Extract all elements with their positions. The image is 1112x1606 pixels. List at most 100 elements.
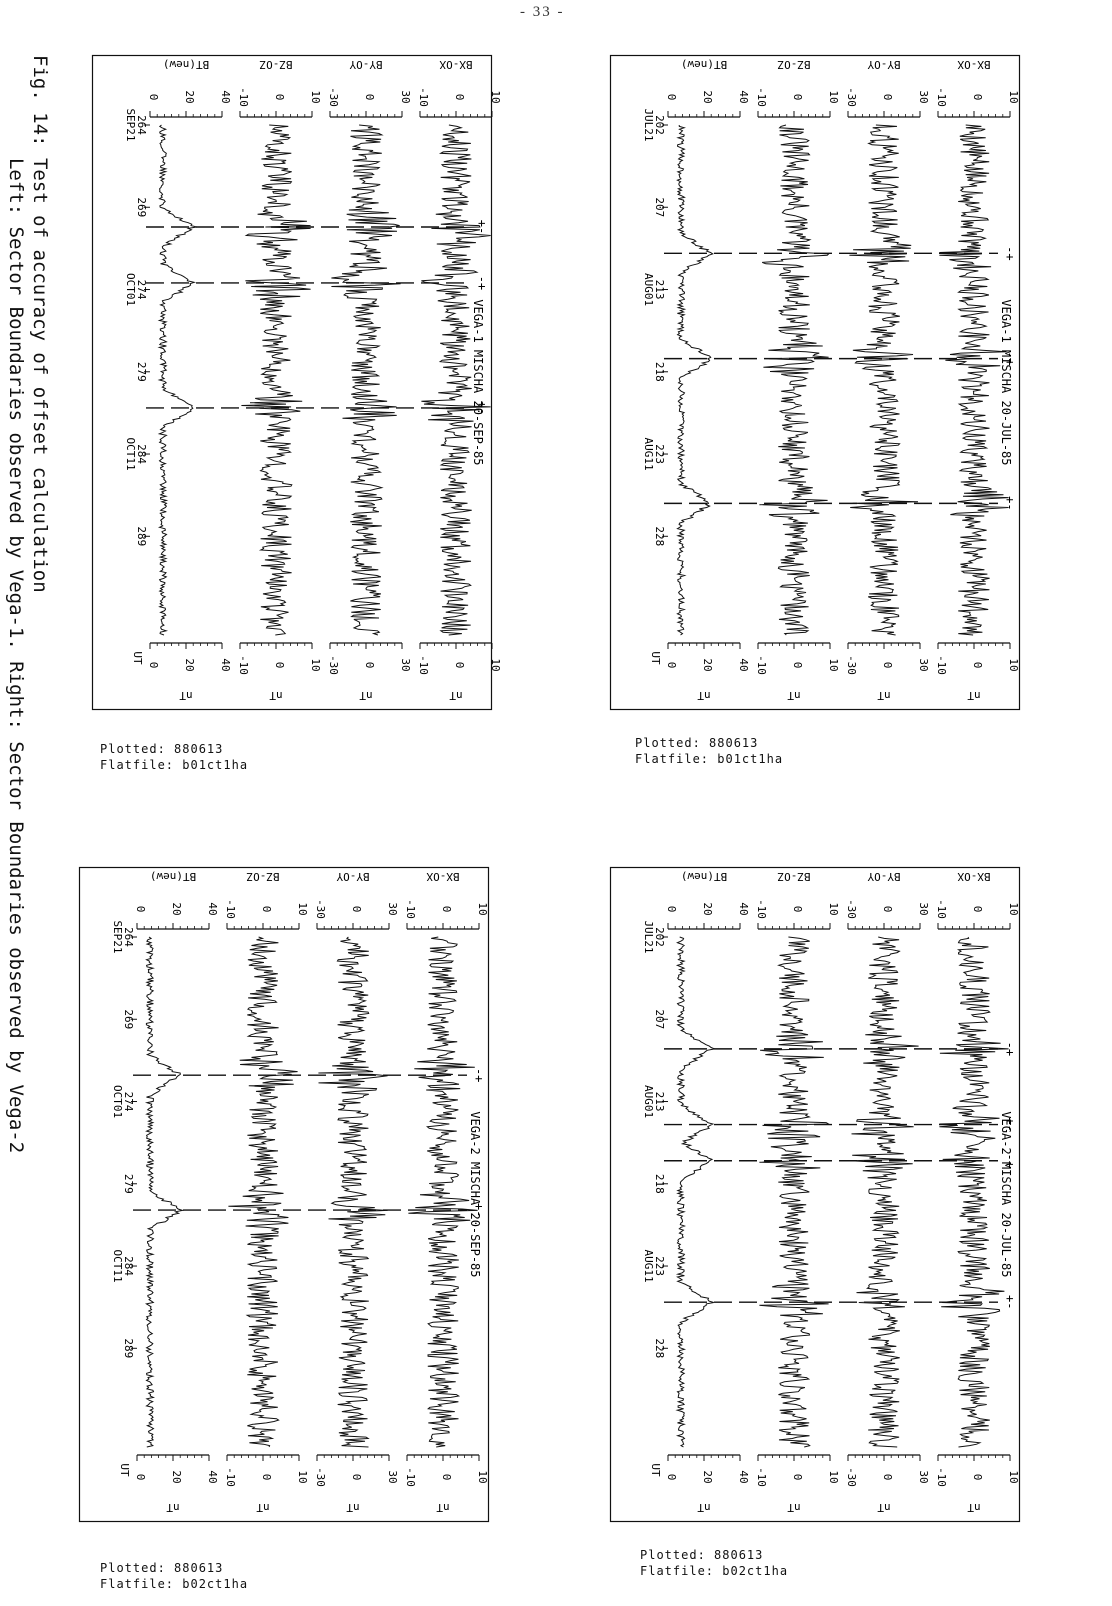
value-tick-label: 0 <box>971 1474 984 1481</box>
panel-title: VEGA-1 MISCHA 20-SEP-85 <box>471 299 485 465</box>
value-tick-label: -10 <box>417 87 430 107</box>
boundary-sign: -+ <box>1003 246 1017 260</box>
series-line-byoy <box>849 124 919 636</box>
strip-label: BZ-OZ <box>777 870 810 883</box>
value-tick-label: 20 <box>170 902 183 915</box>
value-tick-label: 10 <box>827 902 840 915</box>
panel-vega2-sep-plot: 264SEP21 269 274OCT01 279 284OCT11 289 UT BT(ne… <box>78 866 490 1523</box>
value-tick-label: 30 <box>917 902 930 915</box>
value-tick-label: 10 <box>827 658 840 671</box>
time-tick-label: 228 <box>653 1338 666 1358</box>
boundary-sign: -+ <box>472 1068 486 1082</box>
strip-unit: nT <box>346 1501 360 1514</box>
value-tick-label: 0 <box>665 1474 678 1481</box>
value-tick-label: 0 <box>881 906 894 913</box>
series-line-bzoz <box>241 124 311 636</box>
panel-vega2-jul-plot: 202JUL21 207 213AUG01 218 223AUG11 228 UT BT(ne… <box>609 866 1021 1523</box>
value-tick-label: 40 <box>737 902 750 915</box>
value-tick-label: 0 <box>791 662 804 669</box>
value-tick-label: 40 <box>219 90 232 103</box>
series-line-bzoz <box>759 936 831 1448</box>
value-tick-label: 10 <box>827 90 840 103</box>
panel-frame <box>609 866 1021 1523</box>
time-tick-label: 207 <box>653 1009 666 1029</box>
strip-label: BX-OX <box>439 58 472 71</box>
value-tick-label: -30 <box>845 899 858 919</box>
value-tick-label: 0 <box>453 662 466 669</box>
value-tick-label: -10 <box>935 899 948 919</box>
strip-label: BX-OX <box>957 58 990 71</box>
boundary-sign: -+ <box>475 276 489 290</box>
plotted-label: Plotted: 880613 <box>635 736 759 750</box>
boundary-sign: +- <box>1003 496 1017 510</box>
strip-unit: nT <box>697 689 711 702</box>
value-tick-label: 0 <box>791 906 804 913</box>
value-tick-label: 0 <box>971 906 984 913</box>
value-tick-label: 30 <box>399 658 412 671</box>
value-tick-label: 0 <box>665 906 678 913</box>
value-tick-label: 0 <box>881 662 894 669</box>
value-tick-label: 0 <box>665 662 678 669</box>
value-tick-label: 10 <box>1007 90 1020 103</box>
value-tick-label: 0 <box>363 94 376 101</box>
time-tick-label: 264SEP21 <box>124 108 148 141</box>
series-line-bxox <box>408 936 478 1448</box>
value-tick-label: 40 <box>737 658 750 671</box>
value-tick-label: -10 <box>224 1467 237 1487</box>
panel-frame <box>609 54 1021 711</box>
series-line-btnew <box>675 936 717 1448</box>
time-tick-label: 223AUG11 <box>642 437 666 470</box>
value-tick-label: 10 <box>1007 658 1020 671</box>
page-number: - 33 - <box>520 4 565 20</box>
value-tick-label: 40 <box>206 1470 219 1483</box>
panel-vega1-sep-footer: Plotted: 880613 Flatfile: b01ct1ha <box>100 741 248 773</box>
time-axis-label: UT <box>649 1463 662 1477</box>
strip-label: BX-OX <box>957 870 990 883</box>
panel-title: VEGA-2 MISCHA 20-JUL-85 <box>999 1111 1013 1277</box>
panel-vega1-sep: 264SEP21 269 274OCT01 279 284OCT11 289 UT BT(ne… <box>91 54 502 711</box>
time-tick-label: 213AUG01 <box>642 1085 666 1118</box>
value-tick-label: 0 <box>791 1474 804 1481</box>
value-tick-label: 10 <box>296 902 309 915</box>
time-tick-label: 202JUL21 <box>642 108 666 141</box>
value-tick-label: 0 <box>273 662 286 669</box>
value-tick-label: -10 <box>755 87 768 107</box>
strip-label: BY-OY <box>867 58 900 71</box>
time-axis-label: UT <box>649 651 662 665</box>
value-tick-label: 40 <box>737 1470 750 1483</box>
boundary-sign: +- <box>472 1203 486 1217</box>
boundary-sign: +- <box>475 401 489 415</box>
time-tick-label: 223AUG11 <box>642 1249 666 1282</box>
series-line-byoy <box>318 936 388 1448</box>
panel-frame <box>78 866 490 1523</box>
boundary-sign: -+ <box>1003 1042 1017 1056</box>
strip-unit: nT <box>787 689 801 702</box>
flatfile-label: Flatfile: b01ct1ha <box>635 752 784 766</box>
strip-unit: nT <box>269 689 283 702</box>
value-tick-label: 0 <box>881 1474 894 1481</box>
value-tick-label: 40 <box>219 658 232 671</box>
strip-unit: nT <box>967 1501 981 1514</box>
value-tick-label: -30 <box>845 87 858 107</box>
strip-unit: nT <box>179 689 193 702</box>
boundary-sign: -+ <box>1003 1154 1017 1168</box>
panel-title: VEGA-2 MISCHA 20-SEP-85 <box>468 1111 482 1277</box>
value-tick-label: -30 <box>314 1467 327 1487</box>
strip-label: BT(new) <box>681 58 727 71</box>
plotted-label: Plotted: 880613 <box>640 1548 764 1562</box>
value-tick-label: -10 <box>755 1467 768 1487</box>
flatfile-label: Flatfile: b02ct1ha <box>100 1577 249 1591</box>
boundary-sign: +- <box>1003 1295 1017 1309</box>
boundary-sign: -+ <box>1003 351 1017 365</box>
series-line-btnew <box>157 124 197 636</box>
series-line-byoy <box>331 124 401 636</box>
value-tick-label: 20 <box>701 658 714 671</box>
value-tick-label: 10 <box>309 658 322 671</box>
time-tick-label: 274OCT01 <box>111 1085 135 1118</box>
value-tick-label: 20 <box>170 1470 183 1483</box>
value-tick-label: 0 <box>363 662 376 669</box>
value-tick-label: 20 <box>701 902 714 915</box>
value-tick-label: 30 <box>399 90 412 103</box>
strip-label: BY-OY <box>336 870 369 883</box>
strip-label: BY-OY <box>867 870 900 883</box>
